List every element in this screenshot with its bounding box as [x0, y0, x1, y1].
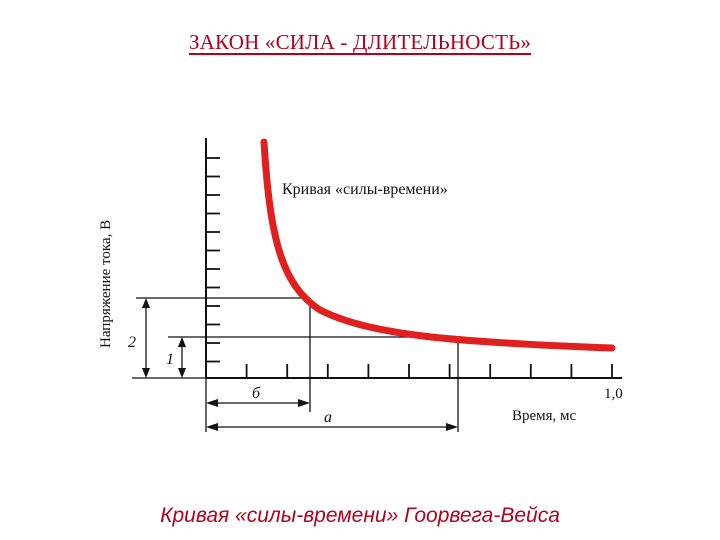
curve-label: Кривая «силы-времени» [282, 181, 448, 198]
x-axis-label: Время, мс [512, 408, 577, 424]
marker-a-label: а [324, 409, 332, 426]
marker-a-arrowhead-left [206, 423, 218, 431]
marker-2-arrowhead-top [142, 298, 150, 308]
marker-a-arrowhead-right [446, 423, 458, 431]
strength-duration-curve [260, 138, 616, 352]
marker-1-label: 1 [166, 351, 174, 368]
marker-b-arrowhead-left [206, 399, 218, 407]
marker-1-arrowhead-bottom [178, 368, 186, 378]
marker-1-arrowhead-top [178, 337, 186, 347]
x-axis-ticks [245, 364, 613, 378]
page-title: ЗАКОН «СИЛА - ДЛИТЕЛЬНОСТЬ» [188, 30, 532, 54]
marker-b-arrowhead-right [298, 399, 310, 407]
figure-caption: Кривая «силы-времени» Гоорвега-Вейса [160, 504, 560, 527]
marker-2-arrowhead-bottom [142, 368, 150, 378]
x-tick-label: 1,0 [604, 386, 623, 402]
strength-duration-diagram: Кривая «силы-времени» Напряжение тока, В… [98, 138, 623, 432]
marker-2-label: 2 [128, 334, 136, 351]
y-axis-ticks [206, 157, 220, 363]
y-axis-label: Напряжение тока, В [98, 220, 114, 348]
marker-b-label: б [252, 385, 261, 402]
